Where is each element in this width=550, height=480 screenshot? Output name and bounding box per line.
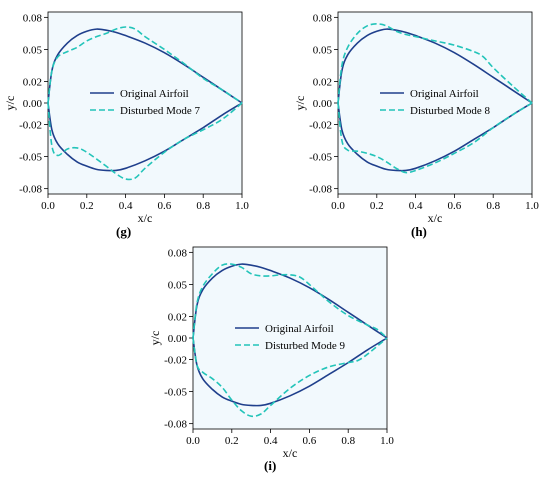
y-tick-label: -0.08 [164,419,187,431]
y-tick-label: -0.08 [19,184,42,196]
panel-label-g: (g) [116,224,132,239]
x-tick-label: 0.0 [186,435,200,447]
disturbed-mode-lower-line [47,102,243,181]
x-tick-label: 0.6 [303,435,317,447]
panel-label-h: (h) [411,224,427,239]
x-tick-label: 1.0 [235,200,249,212]
original-airfoil-lower-line [192,337,388,407]
chart-panel-h: 0.0 0.2 0.4 0.6 0.8 1.0 0.08 0.05 0.02 0.00 -0.02 -… [290,0,550,225]
y-tick-label: 0.08 [23,12,43,24]
x-tick-label: 1.0 [380,435,394,447]
legend-label: Disturbed Mode 7 [120,105,201,117]
original-airfoil-lower-line [337,102,533,172]
plot-area [192,246,388,430]
y-tick-label: 0.02 [313,77,332,89]
chart-svg: 0.0 0.2 0.4 0.6 0.8 1.0 0.08 0.05 0.02 0.00 -0.02 -… [148,246,394,460]
x-tick-label: 0.2 [225,435,239,447]
x-tick-label: 0.4 [409,200,423,212]
chart-svg: 0.0 0.2 0.4 0.6 0.8 1.0 0.08 0.05 0.02 0.00 -0.02 -… [293,11,539,225]
y-tick-label: 0.05 [313,44,333,56]
y-tick-label: -0.02 [19,119,42,131]
y-axis-label: y/c [3,96,17,111]
legend-label: Original Airfoil [410,88,479,100]
y-tick-label: -0.05 [19,152,42,164]
x-axis-label: x/c [428,211,443,225]
y-tick-label: -0.05 [164,387,187,399]
y-tick-label: -0.08 [309,184,332,196]
y-axis-label: y/c [148,331,162,346]
x-axis-label: x/c [138,211,153,225]
panel-label-i: (i) [264,458,277,473]
original-airfoil-upper-line [337,28,533,104]
y-axis-label: y/c [293,96,307,111]
x-tick-label: 1.0 [525,200,539,212]
y-tick-label: -0.02 [164,354,187,366]
x-tick-label: 0.4 [119,200,133,212]
x-tick-label: 0.8 [196,200,210,212]
disturbed-mode-lower-line [337,102,533,174]
x-tick-label: 0.2 [370,200,384,212]
x-tick-label: 0.4 [264,435,278,447]
x-tick-label: 0.8 [486,200,500,212]
original-airfoil-upper-line [47,28,243,104]
chart-panel-g: 0.0 0.2 0.4 0.6 0.8 1.0 0.08 0.05 0.02 0.00 -0.02 -… [0,0,260,225]
x-tick-label: 0.6 [448,200,462,212]
x-tick-label: 0.2 [80,200,94,212]
y-tick-label: 0.05 [23,44,43,56]
y-tick-label: 0.02 [23,77,42,89]
x-tick-label: 0.0 [331,200,345,212]
y-tick-label: -0.02 [309,119,332,131]
plot-area [337,11,533,195]
legend-label: Disturbed Mode 8 [410,105,491,117]
y-tick-label: -0.05 [309,152,332,164]
chart-panel-i: 0.0 0.2 0.4 0.6 0.8 1.0 0.08 0.05 0.02 0.00 -0.02 -… [145,235,405,460]
y-tick-label: 0.00 [313,98,333,110]
x-tick-label: 0.6 [158,200,172,212]
disturbed-mode-upper-line [192,263,388,339]
y-tick-label: 0.00 [168,333,188,345]
y-tick-label: 0.08 [313,12,333,24]
x-tick-label: 0.0 [41,200,55,212]
original-airfoil-upper-line [192,263,388,339]
x-axis-label: x/c [283,446,298,460]
disturbed-mode-lower-line [192,337,388,418]
x-tick-label: 0.8 [341,435,355,447]
disturbed-mode-upper-line [47,26,243,104]
y-tick-label: 0.02 [168,312,187,324]
legend-label: Original Airfoil [120,88,189,100]
y-tick-label: 0.05 [168,279,188,291]
y-tick-label: 0.00 [23,98,43,110]
legend-label: Original Airfoil [265,323,334,335]
disturbed-mode-upper-line [337,22,533,104]
plot-area [47,11,243,195]
legend-label: Disturbed Mode 9 [265,340,346,352]
y-tick-label: 0.08 [168,247,188,259]
chart-svg: 0.0 0.2 0.4 0.6 0.8 1.0 0.08 0.05 0.02 0.00 -0.02 -… [3,11,249,225]
